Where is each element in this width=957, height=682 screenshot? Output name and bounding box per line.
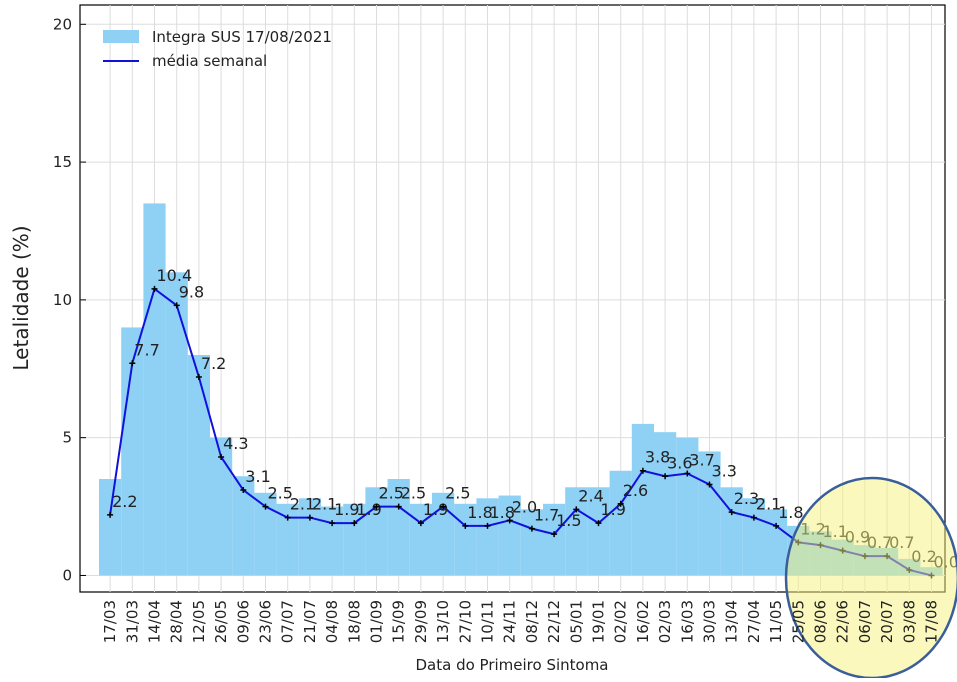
x-axis-label: Data do Primeiro Sintoma xyxy=(415,656,608,674)
x-tick-label: 16/03 xyxy=(678,600,696,643)
value-label: 7.2 xyxy=(201,354,226,373)
x-tick-label: 25/05 xyxy=(789,600,807,643)
x-tick-label: 20/07 xyxy=(878,600,896,643)
x-tick-label: 29/09 xyxy=(412,600,430,643)
y-tick-label: 15 xyxy=(53,153,72,171)
value-label: 2.2 xyxy=(112,492,137,511)
x-tick-label: 03/08 xyxy=(900,600,918,643)
x-tick-label: 22/06 xyxy=(834,600,852,643)
x-tick-label: 07/07 xyxy=(279,600,297,643)
legend-label: média semanal xyxy=(152,52,267,70)
y-axis-label: Letalidade (%) xyxy=(9,225,33,370)
bar xyxy=(188,355,210,575)
value-label: 2.5 xyxy=(445,484,470,503)
x-tick-label: 19/01 xyxy=(590,600,608,643)
x-tick-label: 14/04 xyxy=(146,600,164,643)
x-tick-label: 22/12 xyxy=(545,600,563,643)
value-label: 1.9 xyxy=(601,500,626,519)
x-tick-label: 01/09 xyxy=(368,600,386,643)
value-label: 1.9 xyxy=(423,500,448,519)
x-tick-label: 16/02 xyxy=(634,600,652,643)
legend-label: Integra SUS 17/08/2021 xyxy=(152,28,332,46)
value-label: 7.7 xyxy=(134,340,159,359)
y-tick-label: 0 xyxy=(62,566,72,584)
value-label: 3.3 xyxy=(712,462,737,481)
x-tick-label: 18/08 xyxy=(345,600,363,643)
x-tick-label: 02/03 xyxy=(656,600,674,643)
y-tick-label: 10 xyxy=(53,291,72,309)
x-tick-label: 28/04 xyxy=(168,600,186,643)
x-tick-label: 06/07 xyxy=(856,600,874,643)
x-tick-label: 09/06 xyxy=(234,600,252,643)
x-tick-label: 11/05 xyxy=(767,600,785,643)
x-tick-label: 26/05 xyxy=(212,600,230,643)
value-label: 4.3 xyxy=(223,434,248,453)
legend-swatch xyxy=(103,30,139,43)
x-tick-label: 13/04 xyxy=(723,600,741,643)
x-tick-label: 27/04 xyxy=(745,600,763,643)
x-tick-label: 17/03 xyxy=(101,600,119,643)
bar xyxy=(166,272,188,575)
value-label: 1.5 xyxy=(556,511,581,530)
x-tick-label: 10/11 xyxy=(479,600,497,643)
x-tick-label: 15/09 xyxy=(390,600,408,643)
x-tick-label: 27/10 xyxy=(456,600,474,643)
value-label: 2.6 xyxy=(623,481,648,500)
x-tick-label: 08/12 xyxy=(523,600,541,643)
x-tick-label: 31/03 xyxy=(123,600,141,643)
x-tick-label: 08/06 xyxy=(812,600,830,643)
x-tick-label: 17/08 xyxy=(923,600,941,643)
x-tick-label: 30/03 xyxy=(701,600,719,643)
value-label: 1.9 xyxy=(356,500,381,519)
x-tick-label: 04/08 xyxy=(323,600,341,643)
x-tick-label: 12/05 xyxy=(190,600,208,643)
highlight-circle xyxy=(786,478,957,678)
y-tick-label: 20 xyxy=(53,15,72,33)
y-tick-label: 5 xyxy=(62,429,72,447)
x-tick-label: 13/10 xyxy=(434,600,452,643)
x-tick-label: 24/11 xyxy=(501,600,519,643)
value-label: 9.8 xyxy=(179,282,204,301)
x-tick-label: 02/02 xyxy=(612,600,630,643)
x-tick-label: 23/06 xyxy=(257,600,275,643)
x-tick-label: 05/01 xyxy=(567,600,585,643)
bar xyxy=(143,203,165,575)
x-tick-label: 21/07 xyxy=(301,600,319,643)
